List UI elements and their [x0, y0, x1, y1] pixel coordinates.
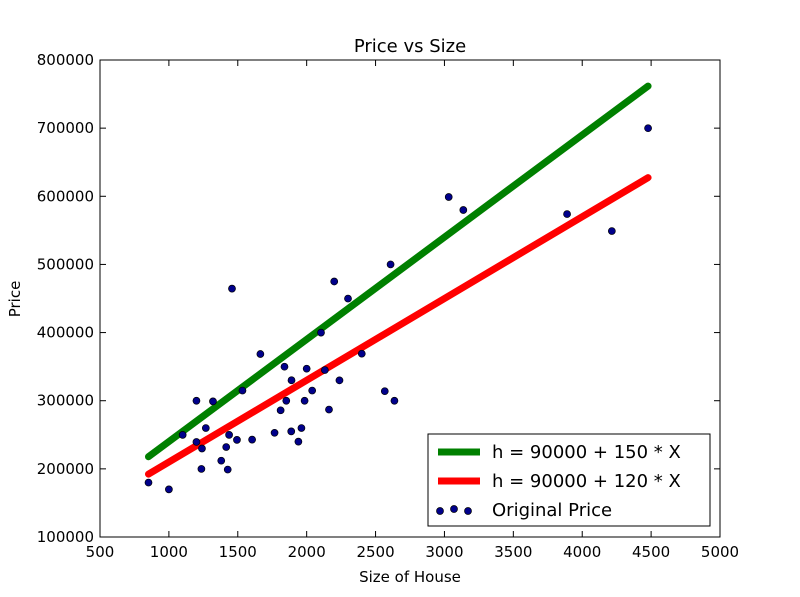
data-point-18 — [270, 428, 279, 437]
data-point-8 — [209, 397, 217, 406]
data-point-16 — [248, 435, 256, 444]
data-point-40 — [459, 206, 468, 214]
data-point-1 — [165, 485, 173, 494]
y-tick-label-6: 700000 — [37, 119, 94, 137]
data-point-0 — [144, 478, 153, 487]
legend-label-2: Original Price — [492, 500, 612, 521]
plot-frame — [99, 59, 721, 538]
data-point-28 — [308, 386, 317, 395]
axis-ticks: 500 1000 1500 2000 2500 3000 3500 4000 4500 5000 1… — [37, 51, 739, 561]
y-tick-label-2: 300000 — [37, 392, 94, 410]
data-point-6 — [198, 444, 206, 453]
data-point-19 — [276, 406, 285, 415]
data-point-11 — [223, 465, 232, 474]
data-point-25 — [297, 424, 306, 432]
x-tick-label-3: 2000 — [288, 543, 326, 561]
data-point-37 — [386, 260, 395, 269]
data-point-29 — [317, 328, 325, 337]
data-point-22 — [287, 427, 296, 436]
data-point-23 — [287, 376, 296, 385]
x-tick-label-1: 1000 — [150, 543, 188, 561]
legend-label-1: h = 90000 + 120 * X — [492, 471, 681, 492]
data-point-39 — [444, 193, 453, 201]
data-point-32 — [330, 277, 339, 286]
data-point-21 — [282, 396, 291, 405]
y-axis-label: Price — [6, 281, 24, 318]
data-point-12 — [225, 431, 233, 439]
data-point-17 — [256, 350, 265, 358]
x-tick-label-0: 500 — [86, 543, 115, 561]
y-tick-label-4: 500000 — [37, 255, 94, 273]
data-point-7 — [201, 424, 210, 432]
x-tick-label-5: 3000 — [425, 543, 463, 561]
series-line-1 — [144, 174, 652, 478]
data-point-2 — [178, 431, 187, 439]
legend-marker-2-2 — [464, 507, 472, 515]
series-line-0 — [144, 82, 652, 461]
data-point-43 — [644, 124, 652, 133]
y-tick-label-3: 400000 — [37, 324, 94, 342]
y-tick-label-7: 800000 — [37, 51, 94, 69]
x-tick-label-7: 4000 — [563, 543, 601, 561]
data-point-24 — [294, 437, 303, 446]
x-tick-label-2: 1500 — [219, 543, 257, 561]
data-point-3 — [192, 396, 201, 405]
data-point-42 — [607, 227, 616, 235]
data-point-36 — [380, 387, 389, 396]
x-tick-label-8: 4500 — [632, 543, 670, 561]
x-tick-label-6: 3500 — [494, 543, 532, 561]
data-point-5 — [197, 465, 206, 473]
legend-marker-2-1 — [450, 505, 458, 513]
data-point-15 — [238, 386, 247, 395]
data-point-27 — [302, 364, 311, 373]
x-tick-label-4: 2500 — [356, 543, 394, 561]
data-point-33 — [335, 376, 344, 385]
data-point-13 — [228, 284, 236, 293]
data-point-9 — [217, 456, 226, 465]
data-point-10 — [222, 443, 231, 451]
legend-marker-2-0 — [436, 507, 444, 515]
data-point-14 — [233, 436, 241, 444]
chart-title: Price vs Size — [354, 36, 466, 57]
data-point-35 — [357, 349, 366, 358]
data-point-26 — [300, 396, 309, 405]
data-point-4 — [192, 438, 201, 446]
data-point-41 — [563, 210, 571, 218]
plot-area — [144, 82, 652, 494]
data-point-31 — [325, 405, 333, 414]
legend: h = 90000 + 150 * X h = 90000 + 120 * X Or… — [427, 433, 711, 527]
y-tick-label-1: 200000 — [37, 460, 94, 478]
y-tick-label-5: 600000 — [37, 187, 94, 205]
x-tick-label-9: 5000 — [701, 543, 739, 561]
data-point-38 — [390, 396, 399, 405]
data-point-20 — [280, 362, 289, 371]
x-axis-label: Size of House — [359, 568, 461, 586]
data-point-30 — [321, 366, 329, 374]
legend-label-0: h = 90000 + 150 * X — [492, 442, 681, 463]
y-tick-label-0: 100000 — [37, 528, 94, 546]
data-point-34 — [344, 294, 352, 303]
